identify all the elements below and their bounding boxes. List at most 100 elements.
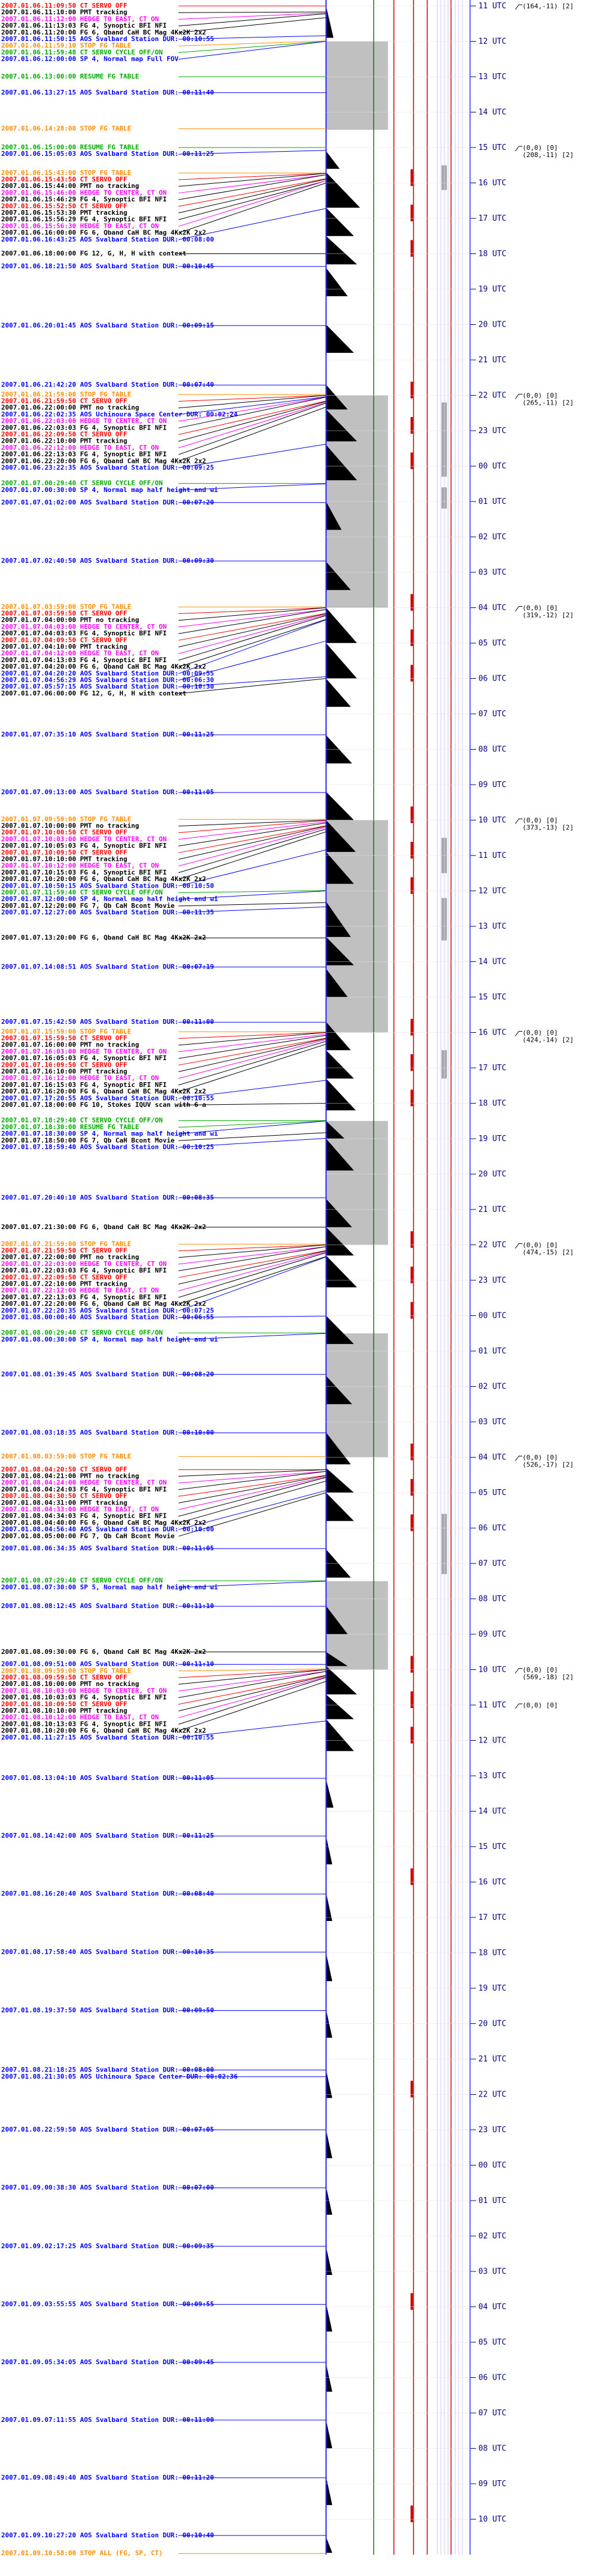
pointing-arrow	[515, 1668, 522, 1674]
event-label: 2007.01.07.16:20:00 FG 6, Qband CaH BC M…	[1, 1088, 206, 1095]
pass-mark	[326, 1315, 354, 1345]
hour-label: 13 UTC	[478, 922, 506, 931]
event-label: 2007.01.07.09:59:00 STOP FG TABLE	[1, 815, 131, 823]
event-label: 2007.01.08.10:20:00 FG 6, Qband CaH BC M…	[1, 1727, 206, 1735]
hour-label: 15 UTC	[478, 993, 506, 1002]
event-label: 2007.01.07.12:00:00 SP 4, Normal map hal…	[1, 895, 218, 903]
event-label: 2007.01.08.21:18:25 AOS Svalbard Station…	[1, 2066, 214, 2073]
event-label: 2007.01.08.14:42:00 AOS Svalbard Station…	[1, 1832, 214, 1839]
event-label: 2007.01.08.10:13:03 FG 4, Synoptic BFI N…	[1, 1720, 167, 1728]
event-leader	[178, 12, 327, 20]
pass-mark	[326, 1779, 334, 1808]
event-leader	[178, 1120, 327, 1128]
event-label: 2007.01.07.16:03:00 HEDGE TO CENTER, CT …	[1, 1048, 167, 1055]
event-label: 2007.01.06.15:53:30 PMT tracking	[1, 209, 127, 217]
event-label: 2007.01.07.22:00:00 PMT no tracking	[1, 1253, 139, 1261]
event-leader	[178, 1137, 327, 1148]
hour-label: 20 UTC	[478, 1170, 506, 1179]
hour-label: 19 UTC	[478, 285, 506, 294]
hour-label: 08 UTC	[478, 745, 506, 754]
event-label: 2007.01.07.10:03:00 HEDGE TO CENTER, CT …	[1, 835, 167, 843]
event-label: 2007.01.07.00:29:40 CT SERVO CYCLE OFF/O…	[1, 480, 163, 487]
hour-label: 21 UTC	[478, 2055, 506, 2064]
event-label: 2007.01.08.11:27:15 AOS Svalbard Station…	[1, 1734, 214, 1741]
event-leader	[178, 1475, 327, 1503]
event-label: 2007.01.08.10:03:00 HEDGE TO CENTER, CT …	[1, 1687, 167, 1694]
event-leader	[178, 613, 327, 641]
event-leader	[178, 483, 327, 491]
event-leader	[178, 821, 327, 840]
event-label: 2007.01.07.10:20:00 FG 6, Qband CaH BC M…	[1, 875, 206, 883]
vertical-guide-lines	[325, 0, 471, 2555]
pass-mark	[326, 562, 351, 590]
red-tick	[411, 1267, 413, 1284]
event-leader	[178, 208, 327, 240]
red-tick	[411, 1089, 413, 1107]
hour-label: 05 UTC	[478, 1488, 506, 1497]
event-label: 2007.01.08.04:40:00 FG 6, Qband CaH BC M…	[1, 1519, 206, 1527]
red-tick	[411, 1302, 413, 1319]
hour-label: 01 UTC	[478, 1347, 506, 1356]
red-tick	[411, 842, 413, 859]
event-leader	[178, 1120, 327, 1135]
pass-mark	[326, 1666, 357, 1695]
hour-label: 16 UTC	[478, 1029, 506, 1038]
event-label: 2007.01.06.21:59:00 STOP FG TABLE	[1, 390, 131, 398]
event-label: 2007.01.07.12:27:00 AOS Svalbard Station…	[1, 908, 214, 916]
hour-label: 18 UTC	[478, 1949, 506, 1958]
event-leader	[178, 1033, 327, 1052]
event-label: 2007.01.07.04:00:00 PMT no tracking	[1, 616, 139, 624]
red-tick	[411, 1231, 413, 1248]
event-label: 2007.01.08.08:12:45 AOS Svalbard Station…	[1, 1602, 214, 1610]
pass-mark	[326, 2420, 333, 2449]
event-label: 2007.01.07.10:05:03 FG 4, Synoptic BFI N…	[1, 842, 167, 850]
event-label: 2007.01.07.16:00:00 PMT no tracking	[1, 1041, 139, 1049]
event-leader	[178, 1681, 327, 1732]
event-leader	[178, 613, 327, 647]
event-label: 2007.01.07.10:15:03 FG 4, Synoptic BFI N…	[1, 869, 167, 876]
event-leader	[178, 1492, 327, 1537]
red-tick	[411, 806, 413, 823]
event-label: 2007.01.07.04:56:29 AOS Svalbard Station…	[1, 676, 214, 684]
event-leader	[178, 607, 327, 621]
event-label: 2007.01.08.03:59:00 STOP FG TABLE	[1, 1452, 131, 1460]
event-label: 2007.01.06.15:52:50 CT SERVO OFF	[1, 202, 127, 210]
hour-label: 03 UTC	[478, 1418, 506, 1427]
event-leader	[178, 1251, 327, 1292]
event-leader	[178, 820, 327, 833]
event-label: 2007.01.07.04:20:00 FG 6, Qband CaH BC M…	[1, 663, 206, 670]
event-leader	[178, 619, 327, 667]
event-leader	[178, 820, 327, 827]
event-leader	[178, 173, 327, 187]
pass-mark	[326, 1468, 354, 1493]
pointing-label: (0,0) [0]	[522, 1029, 558, 1037]
pointing-label: (424,-14) [2]	[522, 1036, 574, 1044]
hour-label: 12 UTC	[478, 887, 506, 896]
event-leader-lines	[178, 5, 327, 2554]
event-label: 2007.01.07.18:00:00 FG 10, Stokes IQUV s…	[1, 1101, 206, 1109]
event-leader	[178, 1246, 327, 1265]
pointing-arrow	[515, 4, 522, 10]
event-label: 2007.01.07.16:15:03 FG 4, Synoptic BFI N…	[1, 1081, 167, 1089]
event-label: 2007.01.09.07:11:55 AOS Svalbard Station…	[1, 2416, 214, 2424]
pass-mark	[326, 1719, 354, 1751]
event-label: 2007.01.07.22:03:00 HEDGE TO CENTER, CT …	[1, 1260, 167, 1268]
red-tick	[411, 2293, 413, 2310]
red-tick	[411, 1443, 413, 1461]
hour-label: 07 UTC	[478, 2409, 506, 2418]
pointing-labels: (164,-11) [2](0,0) [0](208,-11) [2](0,0)…	[515, 2, 574, 1709]
event-label: 2007.01.07.10:12:00 HEDGE TO EAST, CT ON	[1, 862, 159, 870]
event-leader	[178, 1103, 327, 1106]
event-label: 2007.01.07.12:20:00 FG 7, Qb CaH Bcont M…	[1, 902, 175, 910]
hour-label: 11 UTC	[478, 2, 506, 11]
event-leader	[178, 402, 327, 449]
event-label: 2007.01.07.00:30:00 SP 4, Normal map hal…	[1, 486, 218, 494]
event-leader	[178, 1080, 327, 1099]
hour-label: 07 UTC	[478, 710, 506, 719]
event-label: 2007.01.08.03:18:35 AOS Svalbard Station…	[1, 1428, 214, 1436]
hour-label: 06 UTC	[478, 1524, 506, 1533]
event-label: 2007.01.08.09:30:00 FG 6, Qband CaH BC M…	[1, 1648, 206, 1656]
event-leader	[178, 150, 327, 155]
event-label: 2007.01.08.19:37:50 AOS Svalbard Station…	[1, 2006, 214, 2014]
red-tick	[411, 2080, 413, 2098]
